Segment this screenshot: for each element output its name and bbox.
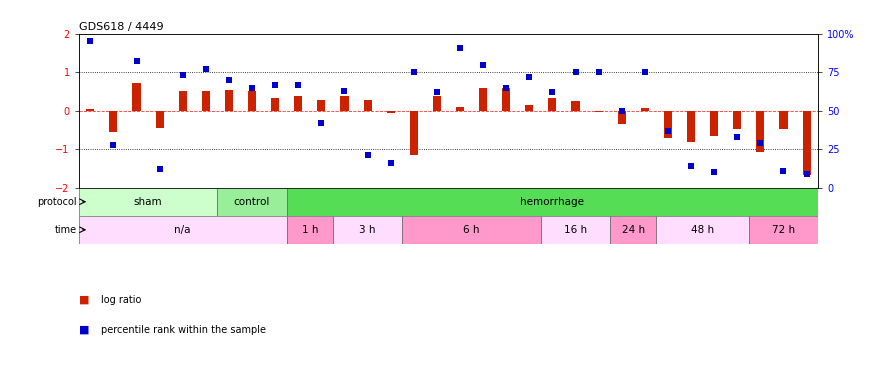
Point [338,88,352,94]
Bar [109,111,117,132]
Bar [79,188,217,216]
Text: ■: ■ [79,295,89,305]
Point [222,77,236,83]
Bar [87,109,94,111]
Bar [549,98,556,111]
Point [522,74,536,80]
Text: 16 h: 16 h [564,225,587,235]
Point [152,166,166,172]
Point [430,89,444,95]
Bar [402,216,541,244]
Bar [502,88,510,111]
Bar [202,91,210,111]
Bar [225,90,233,111]
Bar [294,96,302,111]
Text: 1 h: 1 h [302,225,318,235]
Bar [610,216,656,244]
Bar [664,111,672,138]
Point [661,128,675,134]
Bar [656,216,749,244]
Point [500,85,514,91]
Bar [332,216,402,244]
Point [360,152,374,158]
Point [453,45,467,51]
Bar [410,111,418,155]
Bar [541,216,610,244]
Bar [79,216,287,244]
Text: n/a: n/a [174,225,191,235]
Point [592,69,605,75]
Point [638,69,652,75]
Bar [178,91,186,111]
Text: log ratio: log ratio [101,295,141,305]
Bar [479,88,487,111]
Point [776,168,790,174]
Bar [271,98,279,111]
Text: 6 h: 6 h [463,225,480,235]
Point [383,160,397,166]
Bar [456,107,464,111]
Text: 24 h: 24 h [622,225,645,235]
Text: 3 h: 3 h [360,225,376,235]
Point [707,170,721,176]
Point [569,69,583,75]
Bar [687,111,695,142]
Point [268,82,282,88]
Text: protocol: protocol [37,197,76,207]
Text: time: time [54,225,76,235]
Point [291,82,305,88]
Point [476,62,490,68]
Bar [802,111,810,176]
Point [314,120,328,126]
Point [107,142,121,148]
Bar [363,100,372,111]
Point [615,108,629,114]
Text: control: control [234,197,270,207]
Bar [318,100,326,111]
Bar [433,96,441,111]
Bar [640,108,649,111]
Text: hemorrhage: hemorrhage [521,197,584,207]
Bar [595,111,603,112]
Point [83,39,97,45]
Bar [525,105,534,111]
Text: 48 h: 48 h [691,225,714,235]
Point [800,171,814,177]
Bar [287,188,818,216]
Point [545,89,559,95]
Bar [571,101,579,111]
Bar [756,111,765,152]
Bar [387,111,395,114]
Bar [287,216,332,244]
Bar [733,111,741,129]
Point [731,134,745,140]
Text: GDS618 / 4449: GDS618 / 4449 [79,22,164,32]
Text: sham: sham [134,197,163,207]
Bar [248,91,256,111]
Text: percentile rank within the sample: percentile rank within the sample [101,325,266,335]
Point [130,58,144,64]
Bar [618,111,626,124]
Point [753,140,767,146]
Bar [156,111,164,128]
Bar [710,111,718,136]
Text: 72 h: 72 h [772,225,795,235]
Bar [132,83,141,111]
Point [407,69,421,75]
Bar [217,188,287,216]
Point [199,66,213,72]
Bar [340,96,348,111]
Point [176,72,190,78]
Bar [749,216,818,244]
Point [245,85,259,91]
Text: ■: ■ [79,325,89,335]
Point [684,163,698,169]
Bar [780,111,788,129]
